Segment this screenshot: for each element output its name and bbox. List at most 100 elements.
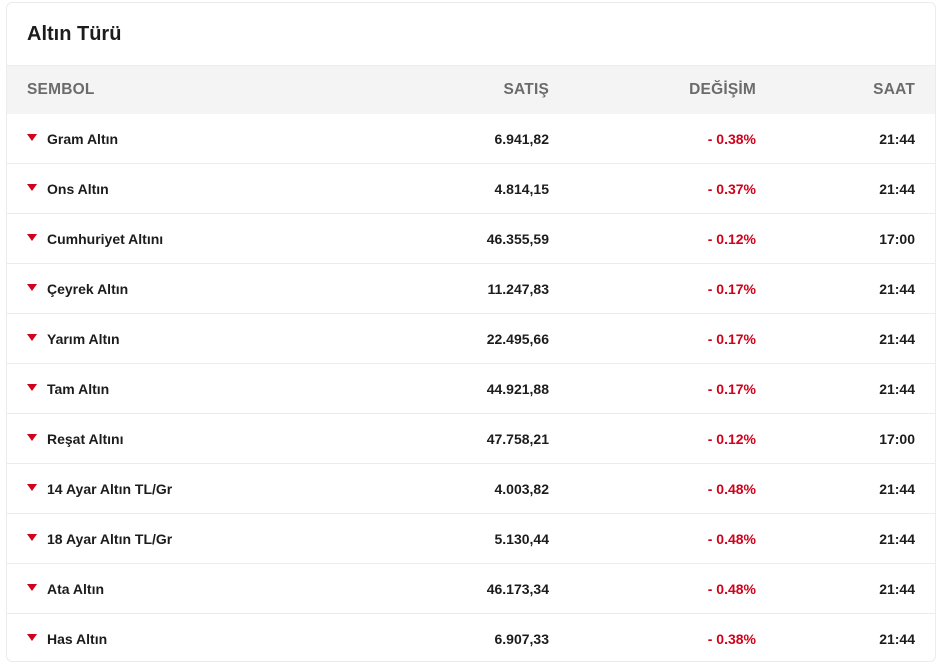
row-change-value: - 0.38%	[707, 631, 756, 647]
row-change-value: - 0.12%	[707, 230, 756, 247]
row-time-value: 17:00	[879, 230, 915, 247]
row-symbol[interactable]: Gram Altın	[27, 114, 118, 163]
row-time: 21:44	[879, 264, 915, 313]
row-symbol-label[interactable]: Cumhuriyet Altını	[47, 230, 164, 247]
triangle-down-icon	[27, 333, 37, 341]
table-row[interactable]: Ons Altın 4.814,15 - 0.37% 21:44	[7, 164, 935, 214]
table-row[interactable]: 14 Ayar Altın TL/Gr 4.003,82 - 0.48% 21:44	[7, 464, 935, 514]
header-sale[interactable]: SATIŞ	[503, 81, 549, 98]
table-row[interactable]: Gram Altın 6.941,82 - 0.38% 21:44	[7, 114, 935, 164]
row-change-value: - 0.48%	[707, 480, 756, 497]
table-row[interactable]: Tam Altın 44.921,88 - 0.17% 21:44	[7, 364, 935, 414]
row-sale-value: 6.941,82	[494, 130, 550, 147]
triangle-down-icon	[27, 483, 37, 491]
row-time-value: 21:44	[879, 130, 915, 147]
triangle-down-icon	[27, 283, 37, 291]
row-sale-value: 46.173,34	[486, 580, 549, 597]
row-symbol-label[interactable]: Çeyrek Altın	[47, 280, 129, 297]
row-sale-value: 44.921,88	[486, 380, 549, 397]
row-symbol[interactable]: Çeyrek Altın	[27, 264, 128, 313]
triangle-down-icon	[27, 383, 37, 391]
row-symbol[interactable]: Yarım Altın	[27, 314, 120, 363]
row-time: 21:44	[879, 164, 915, 213]
row-symbol-label[interactable]: Tam Altın	[47, 380, 110, 397]
row-symbol[interactable]: Has Altın	[27, 614, 108, 661]
row-time-value: 17:00	[879, 430, 915, 447]
row-sale-value: 6.907,33	[494, 631, 550, 647]
row-sale: 5.130,44	[495, 514, 550, 563]
row-time-value: 21:44	[879, 380, 915, 397]
row-change: - 0.17%	[708, 264, 756, 313]
table-row[interactable]: Has Altın 6.907,33 - 0.38% 21:44	[7, 614, 935, 661]
row-sale: 4.814,15	[495, 164, 550, 213]
row-change: - 0.12%	[708, 214, 756, 263]
triangle-down-icon	[27, 533, 37, 541]
header-time[interactable]: SAAT	[873, 81, 915, 98]
table-row[interactable]: Ata Altın 46.173,34 - 0.48% 21:44	[7, 564, 935, 614]
row-change: - 0.12%	[708, 414, 756, 463]
row-symbol[interactable]: 14 Ayar Altın TL/Gr	[27, 464, 172, 513]
table-body: Gram Altın 6.941,82 - 0.38% 21:44 Ons Altın 4…	[7, 114, 935, 661]
row-symbol-label[interactable]: Yarım Altın	[47, 330, 120, 347]
row-change: - 0.48%	[708, 514, 756, 563]
row-sale: 11.247,83	[487, 264, 549, 313]
gold-prices-card: Altın Türü SEMBOL SATIŞ DEĞİŞİM SAAT Gra…	[6, 2, 936, 662]
row-change-value: - 0.12%	[707, 430, 756, 447]
triangle-down-icon	[27, 133, 37, 141]
row-symbol-label[interactable]: Has Altın	[47, 631, 108, 647]
row-time-value: 21:44	[879, 280, 915, 297]
row-change: - 0.38%	[708, 114, 756, 163]
row-change-value: - 0.48%	[707, 530, 756, 547]
row-change-value: - 0.17%	[707, 280, 756, 297]
row-sale-value: 46.355,59	[486, 230, 549, 247]
row-change-value: - 0.17%	[707, 330, 756, 347]
row-sale-value: 4.003,82	[494, 480, 550, 497]
triangle-down-icon	[27, 583, 37, 591]
row-change: - 0.17%	[708, 314, 756, 363]
header-symbol[interactable]: SEMBOL	[27, 81, 95, 98]
row-sale: 46.355,59	[487, 214, 549, 263]
row-change-value: - 0.17%	[707, 380, 756, 397]
row-time: 17:00	[879, 414, 915, 463]
row-time: 21:44	[879, 564, 915, 613]
row-symbol[interactable]: 18 Ayar Altın TL/Gr	[27, 514, 172, 563]
row-change-value: - 0.38%	[707, 130, 756, 147]
row-symbol-label[interactable]: 18 Ayar Altın TL/Gr	[47, 530, 173, 547]
row-symbol-label[interactable]: Ons Altın	[47, 180, 109, 197]
triangle-down-icon	[27, 233, 37, 241]
row-sale-value: 4.814,15	[494, 180, 550, 197]
row-symbol[interactable]: Ata Altın	[27, 564, 104, 613]
row-symbol-label[interactable]: Ata Altın	[47, 580, 105, 597]
triangle-down-icon	[27, 433, 37, 441]
table-row[interactable]: Reşat Altını 47.758,21 - 0.12% 17:00	[7, 414, 935, 464]
header-change[interactable]: DEĞİŞİM	[689, 81, 756, 98]
row-sale: 6.907,33	[494, 614, 550, 661]
row-sale-value: 47.758,21	[486, 430, 549, 447]
row-sale: 4.003,82	[495, 464, 550, 513]
row-time: 21:44	[879, 364, 915, 413]
row-symbol[interactable]: Cumhuriyet Altını	[27, 214, 163, 263]
row-symbol-label[interactable]: Reşat Altını	[47, 430, 124, 447]
row-time: 21:44	[879, 314, 915, 363]
row-symbol[interactable]: Tam Altın	[27, 364, 109, 413]
row-symbol[interactable]: Reşat Altını	[27, 414, 124, 463]
table-row[interactable]: Çeyrek Altın 11.247,83 - 0.17% 21:44	[7, 264, 935, 314]
row-time: 17:00	[879, 214, 915, 263]
row-sale: 44.921,88	[487, 364, 549, 413]
card-title: Altın Türü	[7, 3, 935, 66]
row-symbol[interactable]: Ons Altın	[27, 164, 109, 213]
row-change-value: - 0.37%	[707, 180, 756, 197]
row-time-value: 21:44	[879, 480, 915, 497]
table-row[interactable]: Cumhuriyet Altını 46.355,59 - 0.12% 17:00	[7, 214, 935, 264]
row-symbol-label[interactable]: Gram Altın	[47, 130, 119, 147]
triangle-down-icon	[27, 634, 37, 641]
triangle-down-icon	[27, 183, 37, 191]
row-sale: 47.758,21	[487, 414, 549, 463]
row-time-value: 21:44	[879, 580, 915, 597]
table-row[interactable]: 18 Ayar Altın TL/Gr 5.130,44 - 0.48% 21:44	[7, 514, 935, 564]
row-symbol-label[interactable]: 14 Ayar Altın TL/Gr	[47, 480, 173, 497]
row-time: 21:44	[879, 514, 915, 563]
row-sale-value: 22.495,66	[486, 330, 549, 347]
row-change: - 0.17%	[708, 364, 756, 413]
table-row[interactable]: Yarım Altın 22.495,66 - 0.17% 21:44	[7, 314, 935, 364]
